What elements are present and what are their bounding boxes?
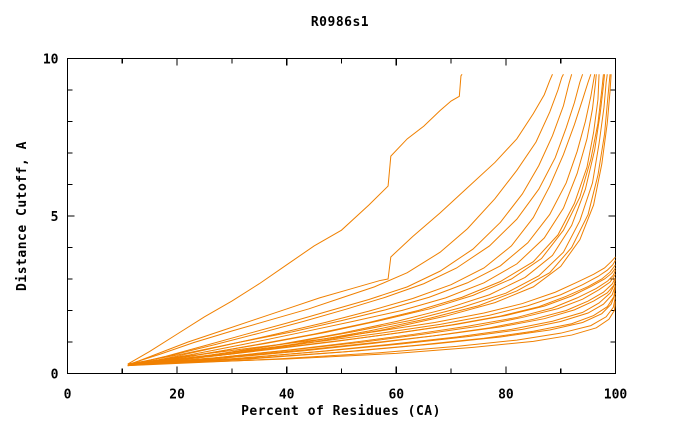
y-tick-label: 10 bbox=[43, 53, 59, 68]
series-line bbox=[128, 74, 612, 365]
series-line bbox=[128, 74, 553, 366]
series-line bbox=[129, 74, 597, 366]
series-line bbox=[128, 300, 616, 366]
y-axis-title: Distance Cutoff, A bbox=[15, 141, 30, 291]
x-tick-label: 100 bbox=[604, 388, 628, 403]
x-tick-label: 60 bbox=[388, 388, 404, 403]
x-tick-label: 0 bbox=[64, 388, 72, 403]
series-line bbox=[130, 74, 584, 366]
y-tick-label: 5 bbox=[51, 210, 59, 225]
series-line bbox=[129, 267, 616, 365]
series-clip-group bbox=[127, 73, 616, 367]
chart-title: R0986s1 bbox=[311, 15, 369, 30]
x-axis-ticks bbox=[66, 58, 617, 374]
x-tick-label: 40 bbox=[279, 388, 295, 403]
series-line bbox=[127, 74, 592, 367]
series-line bbox=[129, 74, 604, 365]
series-line bbox=[128, 259, 616, 366]
series-line bbox=[128, 273, 616, 366]
series-line bbox=[128, 285, 616, 366]
series-line bbox=[129, 74, 564, 365]
series-line bbox=[128, 74, 596, 365]
series-line bbox=[129, 292, 616, 365]
x-axis-tick-labels: 0 20 40 60 80 100 bbox=[64, 388, 628, 403]
series-line bbox=[130, 74, 608, 366]
series-line bbox=[127, 73, 463, 365]
x-tick-label: 20 bbox=[169, 388, 185, 403]
y-axis-tick-labels: 0 5 10 bbox=[43, 53, 59, 383]
series-line bbox=[127, 74, 573, 366]
x-tick-label: 80 bbox=[498, 388, 514, 403]
series-line bbox=[127, 277, 616, 366]
series-line bbox=[130, 278, 616, 365]
x-axis-title: Percent of Residues (CA) bbox=[241, 404, 441, 419]
series-line bbox=[127, 74, 611, 366]
series-line bbox=[127, 296, 616, 367]
data-series-group bbox=[127, 73, 616, 367]
y-tick-label: 0 bbox=[51, 368, 59, 383]
series-line bbox=[127, 256, 616, 365]
